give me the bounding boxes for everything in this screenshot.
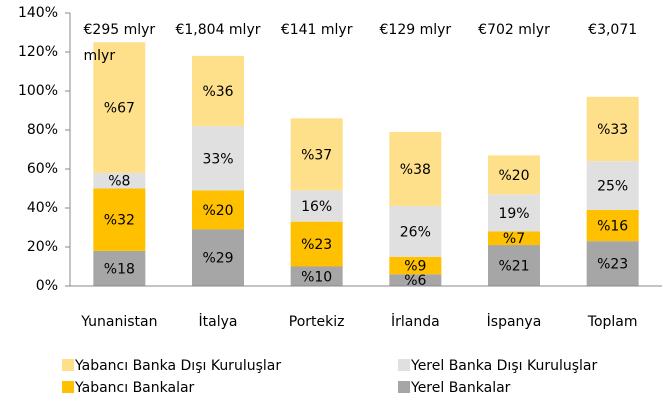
value-label: 25% <box>597 179 628 195</box>
legend-label: Yabancı Bankalar <box>74 380 195 396</box>
bar-segment <box>290 266 343 286</box>
bar-segment <box>192 190 244 230</box>
x-tick-label: Toplam <box>587 314 638 330</box>
value-label: %36 <box>202 84 233 100</box>
bar-segment <box>93 172 146 189</box>
bar-segment <box>93 250 146 286</box>
bar-segment <box>586 209 639 242</box>
bar-segment <box>93 42 146 173</box>
value-label: 19% <box>498 206 529 222</box>
bar-segment <box>586 161 639 210</box>
bar-segment <box>192 126 244 191</box>
y-tick-label: 40% <box>27 200 58 216</box>
value-label: %9 <box>404 259 426 275</box>
bar-segment <box>488 231 540 246</box>
bar-segment <box>586 241 639 286</box>
bar-segment <box>389 131 442 207</box>
value-label: %6 <box>404 273 426 289</box>
value-label: %38 <box>400 162 431 178</box>
y-tick-label: 20% <box>27 239 58 255</box>
value-label: 26% <box>400 224 431 240</box>
bar-segment <box>389 274 442 286</box>
value-label: %16 <box>597 219 628 235</box>
x-tick-label: Yunanistan <box>80 314 157 330</box>
bar-segment <box>290 221 343 267</box>
value-label: %20 <box>498 168 529 184</box>
legend-swatch <box>62 359 74 371</box>
legend-label: Yerel Bankalar <box>410 380 511 396</box>
x-tick-label: Portekiz <box>289 314 345 330</box>
legend-label: Yabancı Banka Dışı Kuruluşlar <box>74 358 281 374</box>
value-label: %32 <box>104 213 135 229</box>
bar-segment <box>586 96 639 162</box>
value-label: %67 <box>104 101 135 117</box>
value-label: %21 <box>498 259 529 275</box>
value-label: %8 <box>108 174 130 190</box>
x-tick-label: İrlanda <box>391 312 440 330</box>
x-tick-label: İtalya <box>199 312 238 330</box>
value-label: %37 <box>301 147 332 163</box>
value-label: 16% <box>301 199 332 215</box>
bar-segment <box>488 245 540 286</box>
y-tick-label: 140% <box>18 5 58 21</box>
annotation: €141 mlyr <box>281 22 353 38</box>
bar-segment <box>93 188 146 251</box>
annotation: mlyr <box>84 48 116 64</box>
value-label: %33 <box>597 122 628 138</box>
y-tick-label: 60% <box>27 161 58 177</box>
value-label: %10 <box>301 269 332 285</box>
bar-segment <box>192 55 244 127</box>
annotation: €702 mlyr <box>478 22 550 38</box>
bar-segment <box>192 229 244 286</box>
value-label: %18 <box>104 261 135 277</box>
value-label: %20 <box>202 203 233 219</box>
legend-swatch <box>398 359 410 371</box>
x-tick-label: İspanya <box>487 312 542 330</box>
legend-swatch <box>62 381 74 393</box>
annotation: €295 mlyr <box>84 22 156 38</box>
bar-segment <box>488 194 540 232</box>
bar-segment <box>290 190 343 222</box>
value-label: %23 <box>301 237 332 253</box>
value-label: %23 <box>597 257 628 273</box>
legend-swatch <box>398 381 410 393</box>
y-tick-label: 0% <box>36 278 58 294</box>
bar-segment <box>488 155 540 195</box>
annotation: €3,071 <box>588 22 637 38</box>
value-label: 33% <box>202 151 233 167</box>
annotation: €129 mlyr <box>380 22 452 38</box>
y-tick-label: 100% <box>18 83 58 99</box>
value-label: %7 <box>503 231 525 247</box>
bar-segment <box>389 256 442 275</box>
bar-segment <box>290 118 343 191</box>
legend-label: Yerel Banka Dışı Kuruluşlar <box>410 358 597 374</box>
value-label: %29 <box>202 251 233 267</box>
y-tick-label: 80% <box>27 122 58 138</box>
bar-segment <box>389 206 442 257</box>
y-tick-label: 120% <box>18 44 58 60</box>
annotation: €1,804 mlyr <box>175 22 260 38</box>
